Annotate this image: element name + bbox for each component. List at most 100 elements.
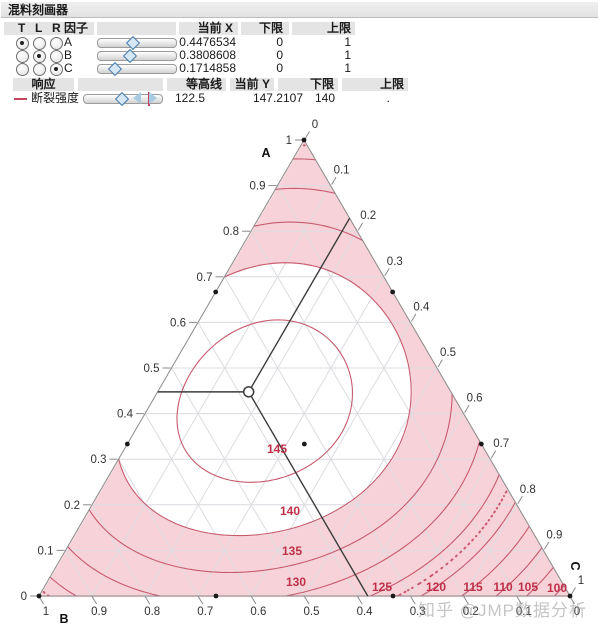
limit-marker-line <box>147 91 150 106</box>
a-axis-tick-label: 0.2 <box>64 500 80 512</box>
ternary-grid <box>65 185 544 596</box>
crosshair[interactable] <box>157 217 369 597</box>
header-response: 响应 <box>13 78 74 91</box>
radio-a-l[interactable] <box>33 37 46 50</box>
grid-line <box>357 413 465 596</box>
b-axis-tick-label: 0.3 <box>410 606 426 618</box>
header-upper-limit: 上限 <box>292 22 355 35</box>
header-response-lower: 下限 <box>278 78 338 91</box>
grid-line <box>277 185 518 596</box>
axis-title-b: B <box>59 612 68 626</box>
factor-slider-c[interactable] <box>97 61 177 76</box>
c-axis-tick <box>410 313 417 322</box>
upper-limit-value[interactable]: 1 <box>344 48 351 62</box>
response-lower-value[interactable]: 140 <box>314 91 335 105</box>
current-x-value[interactable]: 0.3808608 <box>179 48 236 62</box>
design-point <box>567 593 573 599</box>
radio-a-t[interactable] <box>16 37 29 50</box>
c-axis-tick-label: 0.1 <box>334 165 350 177</box>
axis-titles: A B C <box>59 146 582 626</box>
b-axis-tick-label: 0 <box>574 606 580 618</box>
axis-title-a: A <box>261 146 270 160</box>
upper-limit-value[interactable]: 1 <box>344 61 351 75</box>
factor-slider-header-strip <box>97 22 176 35</box>
radio-b-t[interactable] <box>16 50 29 63</box>
current-x-value[interactable]: 0.4476534 <box>179 35 236 49</box>
design-point <box>124 441 130 447</box>
upper-limit-value[interactable]: 1 <box>344 35 351 49</box>
b-axis-tick-label: 0.8 <box>144 606 160 618</box>
radio-b-l[interactable] <box>33 50 46 63</box>
c-axis-tick <box>464 404 470 413</box>
radio-c-l[interactable] <box>33 63 46 76</box>
lower-limit-value[interactable]: 0 <box>276 48 283 62</box>
b-axis-tick <box>463 596 469 605</box>
c-axis-tick <box>490 450 497 459</box>
high-limit-arrow-icon[interactable] <box>149 92 158 104</box>
grid-line <box>304 367 438 596</box>
header-current-x: 当前 X <box>179 22 238 35</box>
response-slider[interactable] <box>83 91 163 106</box>
design-point <box>301 441 307 447</box>
a-axis-tick-label: 0.7 <box>197 272 213 284</box>
design-point <box>36 593 42 599</box>
radio-c-t[interactable] <box>16 63 29 76</box>
response-upper-value[interactable]: . <box>386 91 390 105</box>
b-axis-tick <box>250 596 257 605</box>
b-axis-tick <box>197 596 204 605</box>
factor-slider-a[interactable] <box>97 35 177 50</box>
c-axis-tick <box>543 541 550 550</box>
crosshair-center[interactable] <box>242 386 255 398</box>
c-axis-tick-label: 0.2 <box>360 210 376 222</box>
b-axis-tick <box>410 596 416 605</box>
current-y-value[interactable]: 147.2107 <box>252 91 303 105</box>
b-axis-tick-label: 0.4 <box>357 606 374 618</box>
response-label: 断裂强度 <box>31 91 80 105</box>
contour-label: 130 <box>286 575 306 589</box>
crosshair-line-c[interactable] <box>248 217 351 393</box>
contour-label: 135 <box>282 544 302 558</box>
radio-a-r[interactable] <box>50 37 63 50</box>
contour-level-120 <box>39 140 570 596</box>
radio-c-r[interactable] <box>50 63 63 76</box>
design-point <box>390 289 396 295</box>
contour-level-140 <box>115 262 412 537</box>
b-axis-tick-label: 0.5 <box>304 606 320 618</box>
lower-limit-value[interactable]: 0 <box>276 35 283 49</box>
header-factor: 因子 <box>64 21 89 35</box>
contour-level-135 <box>71 221 453 574</box>
axis-ticks <box>30 131 576 605</box>
watermark: 知乎 @JMP数据分析 <box>418 601 587 620</box>
panel-title[interactable]: 混料刻画器 <box>1 2 598 18</box>
design-point <box>213 593 219 599</box>
slider-thumb[interactable] <box>122 48 137 63</box>
response-legend-line <box>14 98 27 100</box>
current-x-value[interactable]: 0.1714858 <box>179 61 236 75</box>
c-axis-tick <box>304 131 310 140</box>
header-lower-limit: 下限 <box>241 22 289 35</box>
a-axis-tick-label: 1 <box>286 135 292 147</box>
contour-label: 115 <box>463 580 483 594</box>
slider-thumb[interactable] <box>126 35 141 50</box>
low-limit-arrow-icon[interactable] <box>133 92 141 104</box>
contour-label: 120 <box>426 580 446 594</box>
slider-thumb[interactable] <box>108 61 123 76</box>
factor-header-strip <box>4 22 94 35</box>
c-axis-tick-label: 0.4 <box>413 301 430 313</box>
factor-slider-b[interactable] <box>97 48 177 63</box>
b-axis-tick <box>516 596 522 605</box>
contour-label: 125 <box>372 580 392 594</box>
c-axis-tick-label: 0.6 <box>467 393 483 405</box>
c-axis-tick-label: 0.5 <box>440 347 456 359</box>
b-axis-tick-label: 0.6 <box>250 606 266 618</box>
c-axis-tick <box>357 222 364 231</box>
contour-value[interactable]: 122.5 <box>174 91 205 105</box>
b-axis-tick-label: 0.9 <box>91 606 107 618</box>
c-axis-tick <box>331 176 337 185</box>
radio-b-r[interactable] <box>50 50 63 63</box>
header-t: T <box>18 21 26 35</box>
crosshair-line-b[interactable] <box>248 391 369 597</box>
lower-limit-value[interactable]: 0 <box>276 61 283 75</box>
c-axis-tick <box>384 268 390 277</box>
